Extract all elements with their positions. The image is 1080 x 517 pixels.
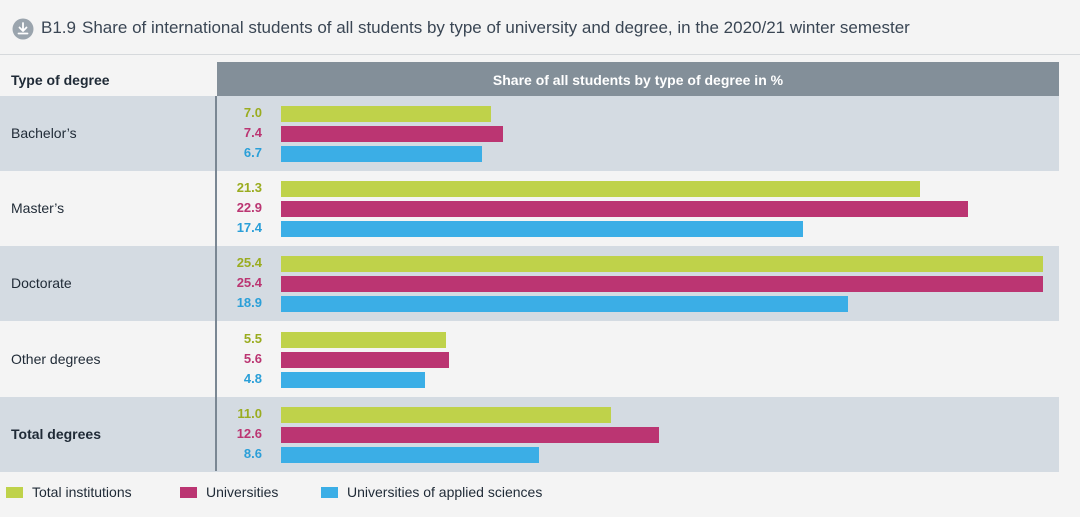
data-label-universities: 12.6 — [236, 425, 262, 441]
bar-universities[interactable] — [281, 351, 449, 368]
group-other-degrees: Other degrees 5.5 5.6 4.8 — [0, 322, 1059, 397]
bar-universities[interactable] — [281, 426, 659, 443]
legend-swatch — [6, 487, 23, 498]
data-label-universities-of-applied-sciences: 17.4 — [236, 220, 262, 236]
data-label-universities-of-applied-sciences: 4.8 — [243, 370, 262, 386]
legend: Total institutions Universities Universi… — [0, 482, 1080, 506]
bar-universities-of-applied-sciences[interactable] — [281, 446, 539, 463]
figure-code: B1.9 — [41, 18, 76, 37]
legend-label: Universities — [206, 484, 279, 500]
column-header: Share of all students by type of degree … — [217, 62, 1059, 96]
category-label: Doctorate — [11, 275, 72, 292]
chart-title: Share of international students of all s… — [82, 18, 910, 37]
legend-label: Universities of applied sciences — [347, 484, 543, 500]
title-divider — [0, 54, 1080, 55]
column-header-label: Share of all students by type of degree … — [492, 72, 784, 88]
legend-swatch — [180, 487, 197, 498]
bar-universities-of-applied-sciences[interactable] — [281, 146, 482, 162]
data-label-universities-of-applied-sciences: 18.9 — [236, 295, 262, 311]
legend-swatch — [321, 487, 338, 498]
row-header: Type of degree — [0, 62, 216, 96]
group-bachelors: Bachelor’s 7.0 7.4 6.7 — [0, 96, 1059, 171]
bar-total-institutions[interactable] — [281, 106, 491, 122]
category-label: Bachelor’s — [11, 125, 77, 141]
bar-universities-of-applied-sciences[interactable] — [281, 371, 425, 388]
data-label-total-institutions: 7.0 — [243, 105, 262, 120]
category-label: Master’s — [11, 200, 65, 217]
data-label-universities: 5.6 — [243, 350, 262, 366]
group-total-degrees: Total degrees 11.0 12.6 8.6 — [0, 396, 1059, 472]
legend-label: Total institutions — [32, 484, 132, 500]
bar-total-institutions[interactable] — [281, 331, 446, 348]
data-label-total-institutions: 11.0 — [237, 405, 262, 421]
data-label-universities-of-applied-sciences: 8.6 — [243, 445, 262, 461]
chart-title-bar: B1.9 Share of international students of … — [0, 0, 1080, 58]
row-header-label: Type of degree — [11, 72, 110, 88]
data-label-total-institutions: 25.4 — [236, 255, 262, 271]
bar-total-institutions[interactable] — [281, 256, 1043, 273]
bar-universities-of-applied-sciences[interactable] — [281, 296, 848, 313]
data-label-total-institutions: 21.3 — [236, 180, 262, 196]
data-label-universities: 7.4 — [243, 125, 262, 140]
bar-universities[interactable] — [281, 276, 1043, 293]
download-icon[interactable] — [12, 18, 34, 40]
bar-total-institutions[interactable] — [281, 406, 611, 423]
group-masters: Master’s 21.3 22.9 17.4 — [0, 171, 1059, 246]
bar-total-institutions[interactable] — [281, 181, 920, 198]
data-label-total-institutions: 5.5 — [243, 330, 262, 346]
category-label: Total degrees — [11, 425, 101, 442]
group-doctorate: Doctorate 25.4 25.4 18.9 — [0, 246, 1059, 322]
bar-universities[interactable] — [281, 126, 503, 142]
bar-universities-of-applied-sciences[interactable] — [281, 221, 803, 238]
data-label-universities-of-applied-sciences: 6.7 — [243, 145, 262, 160]
category-axis-line — [215, 96, 217, 471]
data-label-universities: 25.4 — [236, 275, 262, 291]
category-label: Other degrees — [11, 350, 101, 367]
bar-universities[interactable] — [281, 201, 968, 218]
data-label-universities: 22.9 — [236, 200, 262, 216]
